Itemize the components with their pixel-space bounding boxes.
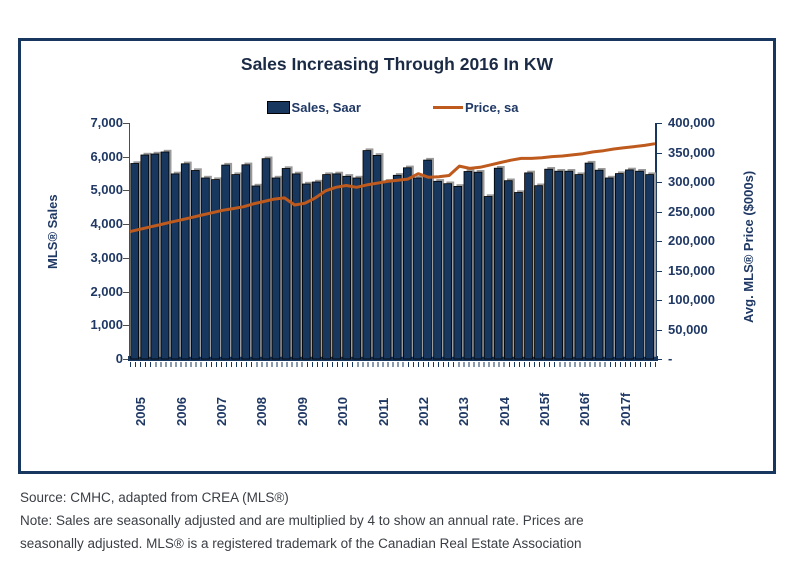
chart-frame: Sales Increasing Through 2016 In KW Sale… bbox=[18, 38, 776, 474]
left-tick-mark bbox=[123, 292, 129, 293]
x-axis-year-label: 2014 bbox=[497, 397, 512, 426]
right-tick-mark bbox=[657, 182, 662, 183]
left-axis-line bbox=[129, 123, 130, 359]
right-tick-mark bbox=[657, 153, 662, 154]
x-axis-year-label: 2008 bbox=[254, 397, 269, 426]
x-axis-year-label: 2009 bbox=[295, 397, 310, 426]
right-tick-mark bbox=[657, 330, 662, 331]
right-tick-mark bbox=[657, 241, 662, 242]
right-tick-mark bbox=[657, 300, 662, 301]
right-tick-mark bbox=[657, 123, 662, 124]
bar-swatch-icon bbox=[266, 101, 290, 114]
right-axis-title: Avg. MLS® Price ($000s) bbox=[741, 170, 756, 323]
x-axis-year-label: 2011 bbox=[376, 397, 391, 426]
left-tick-label: 7,000 bbox=[90, 115, 123, 130]
left-tick-mark bbox=[123, 224, 129, 225]
left-tick-label: 3,000 bbox=[90, 250, 123, 265]
legend-label-sales: Sales, Saar bbox=[291, 100, 361, 115]
right-tick-label: 200,000 bbox=[668, 233, 715, 248]
note-line-1: Note: Sales are seasonally adjusted and … bbox=[20, 513, 584, 528]
left-tick-mark bbox=[123, 359, 129, 360]
x-axis-year-label: 2012 bbox=[416, 397, 431, 426]
left-tick-mark bbox=[123, 123, 129, 124]
left-tick-mark bbox=[123, 325, 129, 326]
note-line-2: seasonally adjusted. MLS® is a registere… bbox=[20, 536, 582, 551]
source-note: Source: CMHC, adapted from CREA (MLS®) N… bbox=[20, 486, 782, 555]
line-swatch-icon bbox=[432, 106, 463, 109]
x-axis-year-label: 2015f bbox=[537, 392, 552, 426]
x-axis-year-label: 2006 bbox=[174, 397, 189, 426]
x-axis-year-label: 2013 bbox=[456, 397, 471, 426]
left-tick-label: 1,000 bbox=[90, 317, 123, 332]
source-line: Source: CMHC, adapted from CREA (MLS®) bbox=[20, 490, 289, 505]
right-tick-label: 350,000 bbox=[668, 145, 715, 160]
left-tick-mark bbox=[123, 190, 129, 191]
right-tick-label: - bbox=[668, 351, 673, 366]
x-axis-year-label: 2017f bbox=[618, 392, 633, 426]
x-axis-minor-ticks bbox=[130, 362, 658, 367]
legend: Sales, Saar Price, sa bbox=[130, 100, 655, 115]
plot-area bbox=[129, 142, 657, 360]
left-tick-label: 4,000 bbox=[90, 216, 123, 231]
right-tick-mark bbox=[657, 212, 662, 213]
left-tick-label: 0 bbox=[115, 351, 123, 366]
left-tick-label: 2,000 bbox=[90, 284, 123, 299]
right-tick-label: 100,000 bbox=[668, 292, 715, 307]
left-tick-label: 5,000 bbox=[90, 182, 123, 197]
right-tick-label: 150,000 bbox=[668, 263, 715, 278]
left-tick-label: 6,000 bbox=[90, 149, 123, 164]
right-tick-mark bbox=[657, 359, 662, 360]
legend-item-sales: Sales, Saar bbox=[266, 100, 361, 115]
left-tick-mark bbox=[123, 258, 129, 259]
legend-item-price: Price, sa bbox=[432, 100, 519, 115]
x-axis-year-label: 2010 bbox=[335, 397, 350, 426]
legend-label-price: Price, sa bbox=[464, 100, 519, 115]
right-tick-label: 400,000 bbox=[668, 115, 715, 130]
x-axis-year-label: 2016f bbox=[577, 392, 592, 426]
right-tick-label: 250,000 bbox=[668, 204, 715, 219]
right-tick-label: 300,000 bbox=[668, 174, 715, 189]
right-tick-label: 50,000 bbox=[668, 322, 708, 337]
x-axis-year-label: 2007 bbox=[214, 397, 229, 426]
x-axis-year-label: 2005 bbox=[133, 397, 148, 426]
right-tick-mark bbox=[657, 271, 662, 272]
chart-title: Sales Increasing Through 2016 In KW bbox=[240, 54, 554, 74]
left-tick-mark bbox=[123, 157, 129, 158]
